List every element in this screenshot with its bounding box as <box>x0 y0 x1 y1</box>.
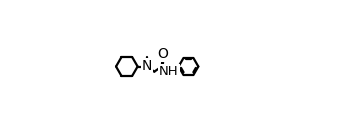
Text: NH: NH <box>159 65 179 78</box>
Text: O: O <box>157 47 168 61</box>
Text: N: N <box>142 59 152 74</box>
